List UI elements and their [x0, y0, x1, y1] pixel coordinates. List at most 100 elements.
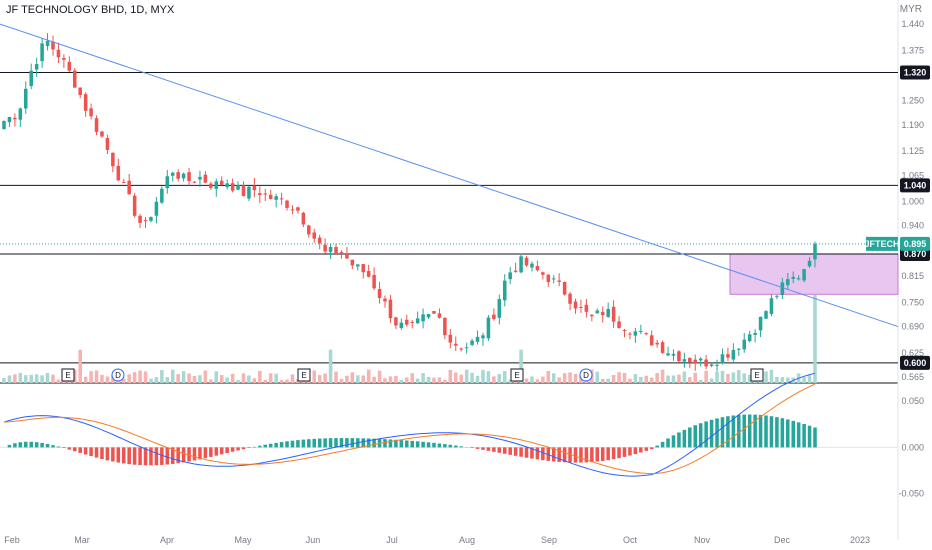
volume-bar: [579, 375, 583, 383]
macd-histogram-bar: [666, 438, 670, 448]
volume-bar: [764, 371, 768, 383]
candle-body: [83, 94, 88, 111]
volume-bar: [802, 377, 806, 383]
volume-bar: [383, 378, 387, 383]
candle-body: [753, 333, 757, 335]
candle-body: [198, 176, 202, 180]
last-price-label: 0.895: [904, 239, 927, 249]
level-price-tag: [900, 178, 930, 193]
volume-bar: [263, 379, 268, 383]
volume-bar: [622, 372, 627, 383]
volume-bar: [432, 377, 436, 383]
volume-bar: [170, 369, 175, 383]
volume-bar: [606, 378, 610, 383]
volume-bar: [644, 375, 649, 383]
volume-bar: [328, 349, 333, 383]
macd-histogram-bar: [132, 447, 137, 465]
macd-histogram-bar: [644, 447, 649, 451]
candle-body: [296, 207, 300, 211]
macd-histogram-bar: [62, 447, 66, 449]
candle-body: [573, 301, 578, 309]
volume-bar: [405, 377, 409, 383]
volume-bar: [78, 349, 82, 383]
volume-bar: [350, 372, 355, 383]
macd-histogram-bar: [737, 414, 741, 448]
candle-body: [399, 322, 404, 328]
macd-histogram-bar: [443, 444, 447, 448]
x-tick-label: Jun: [306, 535, 321, 545]
price-tick-label: 0.565: [901, 372, 924, 382]
volume-bar: [508, 379, 512, 383]
candle-body: [448, 334, 453, 343]
candle-body: [698, 358, 703, 361]
volume-bar: [737, 370, 741, 383]
candle-body: [775, 295, 779, 297]
macd-histogram-bar: [383, 439, 387, 448]
candle-body: [633, 331, 638, 336]
symbol-tag: [866, 236, 898, 251]
x-tick-label: May: [234, 535, 252, 545]
candle-body: [149, 217, 153, 221]
volume-bar: [666, 375, 670, 383]
volume-bar: [105, 376, 110, 383]
volume-bar: [34, 374, 39, 383]
candle-body: [2, 120, 6, 130]
volume-bar: [366, 369, 371, 383]
volume-bar: [89, 371, 93, 383]
macd-histogram-bar: [698, 423, 703, 448]
macd-histogram-bar: [219, 447, 224, 455]
candle-body: [796, 278, 801, 280]
candle-body: [802, 269, 806, 281]
candle-body: [513, 270, 518, 272]
candle-body: [279, 198, 284, 200]
price-tick-label: 1.000: [901, 197, 924, 207]
volume-bar: [595, 371, 600, 383]
volume-bar: [268, 373, 273, 383]
price-tick-label: 0.940: [901, 221, 924, 231]
level-price-label: 1.040: [904, 180, 927, 190]
macd-histogram-bar: [470, 447, 474, 449]
candle-body: [464, 347, 469, 349]
candle-body: [317, 237, 322, 244]
volume-bar: [742, 373, 747, 383]
price-tick-label: 0.625: [901, 348, 924, 358]
macd-histogram-bar: [312, 438, 317, 448]
candle-body: [263, 193, 268, 195]
macd-histogram-bar: [225, 447, 229, 454]
macd-histogram-bar: [274, 442, 278, 448]
macd-histogram-bar: [709, 419, 714, 448]
macd-line: [3, 372, 816, 477]
candle-body: [219, 180, 224, 185]
earnings-marker: [750, 368, 764, 382]
macd-histogram-bar: [764, 415, 768, 448]
macd-histogram-bar: [519, 447, 523, 457]
macd-histogram-bar: [290, 440, 295, 448]
candle-body: [600, 311, 605, 316]
macd-histogram-bar: [726, 416, 730, 448]
candle-body: [18, 108, 23, 120]
volume-bar: [617, 372, 621, 383]
volume-bar: [813, 294, 817, 383]
macd-histogram-bar: [633, 447, 638, 455]
macd-histogram-bar: [780, 418, 785, 448]
macd-histogram-bar: [432, 442, 436, 448]
level-price-label: 0.600: [904, 358, 927, 368]
macd-histogram-bar: [742, 414, 747, 448]
price-tick-label: 1.440: [901, 19, 924, 29]
macd-histogram-bar: [307, 439, 311, 448]
volume-bar: [258, 370, 262, 383]
macd-histogram-bar: [453, 445, 458, 448]
earnings-marker: [510, 368, 524, 382]
candle-body: [94, 118, 99, 132]
price-tick-label: 0.815: [901, 271, 924, 281]
volume-bar: [356, 375, 360, 383]
macd-histogram-bar: [688, 427, 692, 448]
macd-histogram-bar: [426, 442, 431, 448]
macd-histogram-bar: [301, 439, 306, 448]
volume-bar: [100, 374, 104, 383]
macd-tick-label: 0.000: [901, 442, 924, 452]
candle-body: [350, 259, 355, 266]
macd-histogram-bar: [475, 447, 480, 449]
candle-body: [192, 181, 197, 183]
volume-bar: [149, 378, 153, 383]
